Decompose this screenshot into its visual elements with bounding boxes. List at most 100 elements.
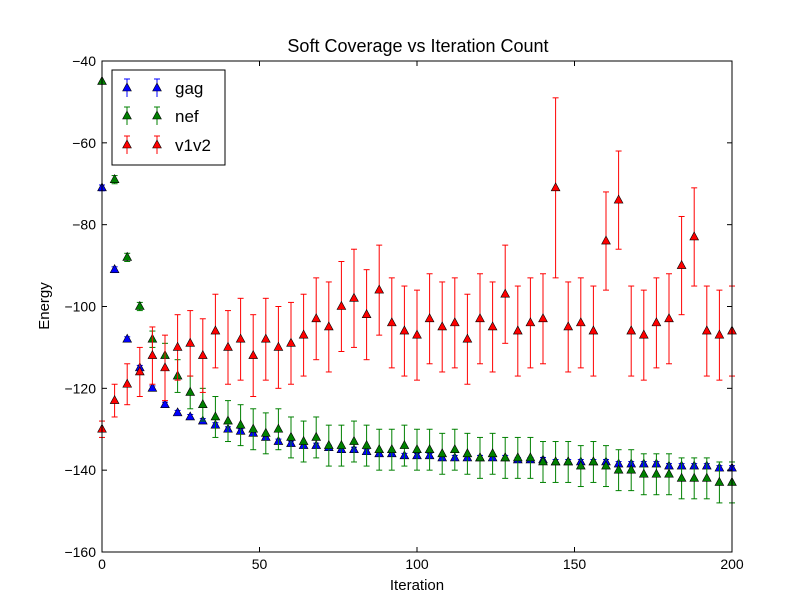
legend-entry-v1v2: v1v2: [122, 135, 211, 155]
data-point: [210, 411, 221, 421]
data-point: [601, 235, 611, 245]
data-point: [475, 313, 485, 323]
y-tick-label: −140: [64, 462, 96, 478]
y-tick-label: −120: [64, 380, 96, 396]
legend-marker: [122, 82, 132, 92]
legend-marker: [122, 139, 132, 149]
x-tick-label: 100: [405, 556, 429, 572]
data-point: [147, 382, 158, 392]
data-point: [512, 325, 523, 335]
data-point: [487, 448, 498, 458]
legend-marker: [152, 139, 162, 149]
data-point: [613, 464, 624, 474]
data-point: [676, 259, 687, 269]
data-point: [298, 435, 309, 445]
data-point: [475, 452, 485, 462]
data-point: [235, 333, 246, 343]
y-tick-label: −80: [72, 217, 96, 233]
data-point: [588, 325, 599, 335]
data-point: [412, 444, 422, 454]
data-point: [336, 300, 347, 310]
data-point: [601, 460, 611, 470]
data-point: [462, 448, 473, 458]
data-point: [349, 292, 359, 302]
data-point: [689, 231, 700, 241]
data-point: [701, 472, 712, 482]
y-tick-label: −40: [72, 53, 96, 69]
data-point: [374, 444, 385, 454]
data-point: [109, 264, 120, 273]
data-point: [323, 321, 334, 331]
data-point: [500, 288, 511, 298]
data-point: [714, 476, 725, 486]
data-point: [311, 313, 322, 323]
axis-ticks: 0 50 100 150 200 −160 −140 −120 −100 −80 −60 −40: [64, 53, 743, 572]
data-point: [651, 468, 662, 478]
data-point: [437, 321, 448, 331]
data-point: [235, 419, 246, 429]
y-tick-label: −100: [64, 299, 96, 315]
data-point: [323, 439, 334, 449]
data-point: [109, 174, 120, 183]
y-tick-label: −60: [72, 135, 96, 151]
series-nef: [97, 75, 737, 504]
legend-marker: [152, 82, 162, 92]
data-point: [248, 423, 259, 433]
data-point: [160, 362, 170, 372]
chart-title: Soft Coverage vs Iteration Count: [287, 36, 548, 56]
data-point: [386, 444, 397, 454]
x-axis-label: Iteration: [390, 577, 444, 594]
data-point: [336, 439, 347, 449]
data-point: [412, 329, 422, 339]
data-point: [374, 284, 385, 294]
data-point: [260, 333, 271, 343]
data-point: [538, 456, 548, 466]
data-point: [664, 313, 674, 323]
data-point: [223, 341, 233, 351]
data-point: [550, 182, 561, 192]
legend-label: v1v2: [175, 136, 211, 155]
data-point: [613, 194, 624, 204]
data-point: [664, 468, 674, 478]
data-point: [122, 378, 133, 388]
data-point: [273, 341, 284, 351]
legend-entry-nef: nef: [122, 106, 199, 126]
legend: gag nef v1v2: [111, 69, 226, 166]
data-point: [512, 452, 523, 462]
data-point: [399, 439, 410, 449]
data-point: [714, 329, 725, 339]
x-tick-label: 50: [252, 556, 268, 572]
data-point: [286, 431, 296, 441]
series-v1v2: [97, 97, 737, 438]
legend-label: gag: [175, 79, 203, 98]
data-point: [122, 333, 133, 343]
data-point: [701, 325, 712, 335]
data-point: [273, 423, 284, 433]
data-point: [424, 313, 435, 323]
data-point: [626, 464, 637, 474]
data-point: [223, 415, 233, 425]
data-point: [134, 300, 145, 310]
y-axis-label: Energy: [36, 282, 53, 330]
legend-label: nef: [175, 107, 199, 126]
data-point: [676, 472, 687, 482]
data-point: [109, 394, 120, 404]
y-tick-label: −160: [64, 544, 96, 560]
legend-marker: [122, 110, 132, 120]
data-point: [538, 313, 548, 323]
data-point: [575, 317, 586, 327]
data-point: [563, 321, 574, 331]
data-point: [197, 399, 208, 409]
data-point: [248, 349, 259, 359]
data-point: [185, 337, 196, 347]
data-point: [462, 333, 473, 343]
data-point: [122, 251, 133, 261]
data-point: [210, 325, 221, 335]
data-point: [487, 321, 498, 331]
data-point: [260, 427, 271, 437]
legend-entry-gag: gag: [122, 78, 203, 98]
data-point: [386, 317, 397, 327]
legend-entries: gag nef v1v2: [122, 78, 211, 155]
data-point: [449, 317, 460, 327]
